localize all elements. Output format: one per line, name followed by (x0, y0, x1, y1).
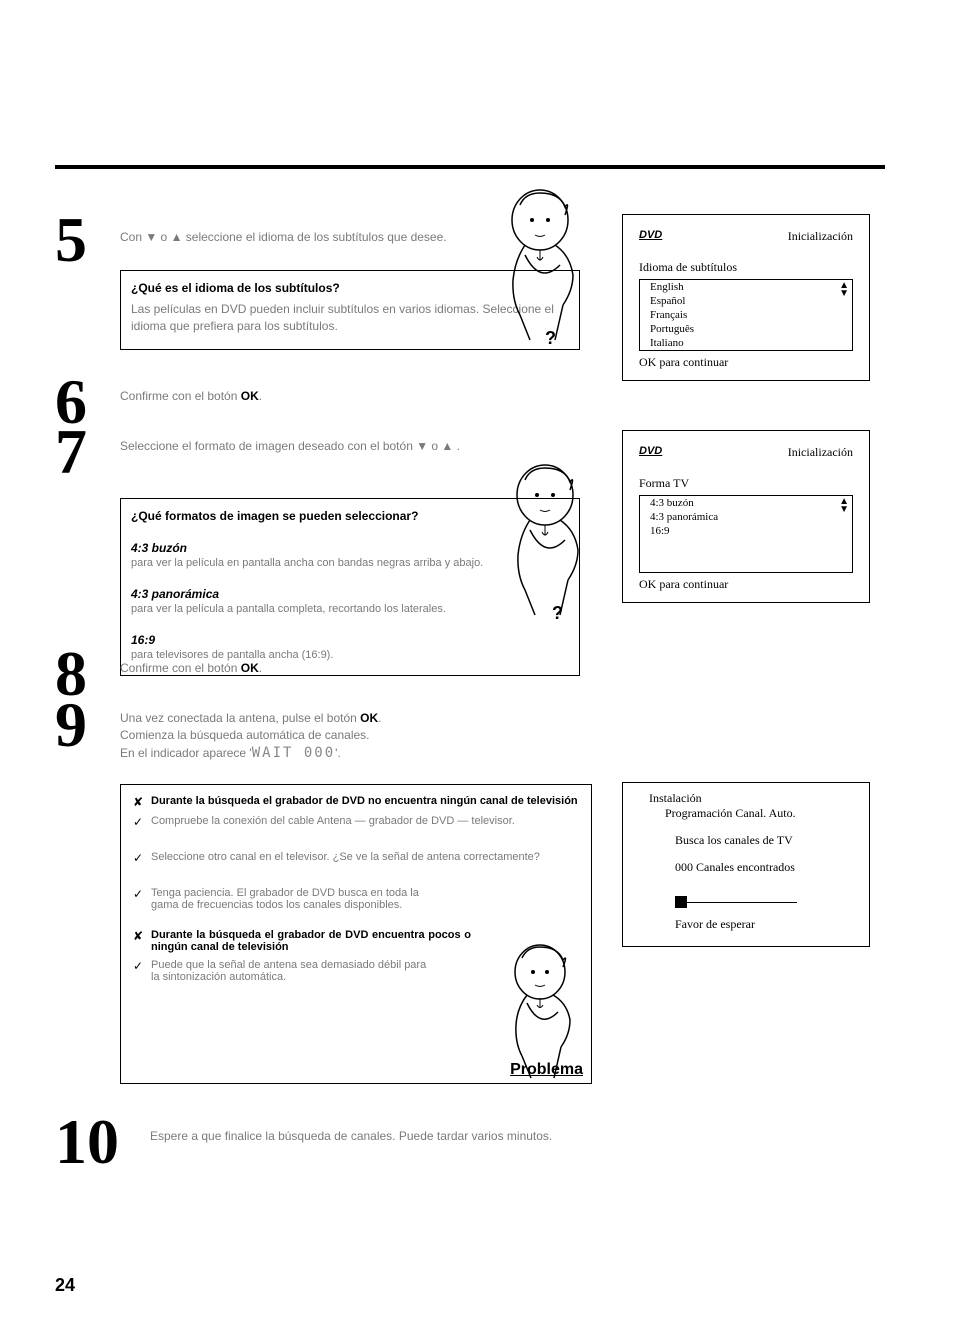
osd-screen-subtitles: DVD Inicialización Idioma de subtítulos … (622, 214, 870, 381)
problem-answer: Compruebe la conexión del cable Antena —… (151, 815, 579, 829)
list-item: 4:3 buzón (640, 496, 852, 510)
inst-line: Programación Canal. Auto. (665, 806, 853, 821)
screen-title: Inicialización (788, 229, 853, 244)
step-5-lead: Con ▼ o ▲ seleccione el idioma de los su… (120, 228, 464, 246)
problem-title: Durante la búsqueda el grabador de DVD e… (151, 929, 471, 953)
screen-footer: OK para continuar (639, 577, 853, 592)
updown-icon: ▲▼ (839, 282, 849, 298)
step-5-number: 5 (55, 208, 87, 272)
check-icon: ✓ (133, 851, 151, 865)
step-10-number: 10 (55, 1110, 119, 1174)
question-mark-icon: ? (552, 603, 563, 624)
problem-answer: Seleccione otro canal en el televisor. ¿… (151, 851, 579, 865)
dvd-logo: DVD (639, 229, 662, 244)
step-7-number: 7 (55, 420, 87, 484)
progress-track (687, 902, 797, 903)
step-9-text: Una vez conectada la antena, pulse el bo… (120, 710, 580, 763)
osd-screen-format: DVD Inicialización Forma TV ▲▼ 4:3 buzón… (622, 430, 870, 603)
cross-icon: ✘ (133, 795, 151, 809)
inst-line: Instalación (649, 791, 853, 806)
screen-heading: Idioma de subtítulos (639, 260, 853, 275)
progress-fill (675, 896, 687, 908)
cross-icon: ✘ (133, 929, 151, 953)
list-item: 4:3 panorámica (640, 510, 852, 524)
dvd-logo: DVD (639, 445, 662, 460)
screen-title: Inicialización (788, 445, 853, 460)
step-6-text: Confirme con el botón OK. (120, 388, 580, 405)
screen-heading: Forma TV (639, 476, 853, 491)
list-item: English (640, 280, 852, 294)
progress-bar (675, 897, 853, 907)
updown-icon: ▲▼ (839, 498, 849, 514)
step-7-lead: Seleccione el formato de imagen deseado … (120, 438, 464, 455)
page-number: 24 (55, 1275, 75, 1296)
list-item: Italiano (640, 336, 852, 350)
list-item: Español (640, 294, 852, 308)
question-mark-icon: ? (545, 328, 556, 349)
step-10-text: Espere a que finalice la búsqueda de can… (150, 1128, 580, 1145)
problem-answer: Puede que la señal de antena sea demasia… (151, 959, 431, 983)
list-item: 16:9 (640, 524, 852, 538)
subtitle-list: ▲▼ English Español Français Português It… (639, 279, 853, 351)
format-16-9: 16:9 (131, 633, 569, 647)
list-item: Français (640, 308, 852, 322)
step-9-number: 9 (55, 693, 87, 757)
thinking-man-illustration (490, 940, 610, 1090)
check-icon: ✓ (133, 959, 151, 983)
inst-line: Busca los canales de TV (675, 833, 853, 848)
osd-screen-installation: Instalación Programación Canal. Auto. Bu… (622, 782, 870, 947)
check-icon: ✓ (133, 887, 151, 911)
inst-line: 000 Canales encontrados (675, 860, 853, 875)
problem-answer: Tenga paciencia. El grabador de DVD busc… (151, 887, 431, 911)
list-item: Português (640, 322, 852, 336)
screen-footer: OK para continuar (639, 355, 853, 370)
step-8-text: Confirme con el botón OK. (120, 660, 580, 677)
top-rule (55, 165, 885, 169)
check-icon: ✓ (133, 815, 151, 829)
format-list: ▲▼ 4:3 buzón 4:3 panorámica 16:9 (639, 495, 853, 573)
problem-title: Durante la búsqueda el grabador de DVD n… (151, 795, 579, 809)
inst-line: Favor de esperar (675, 917, 853, 932)
